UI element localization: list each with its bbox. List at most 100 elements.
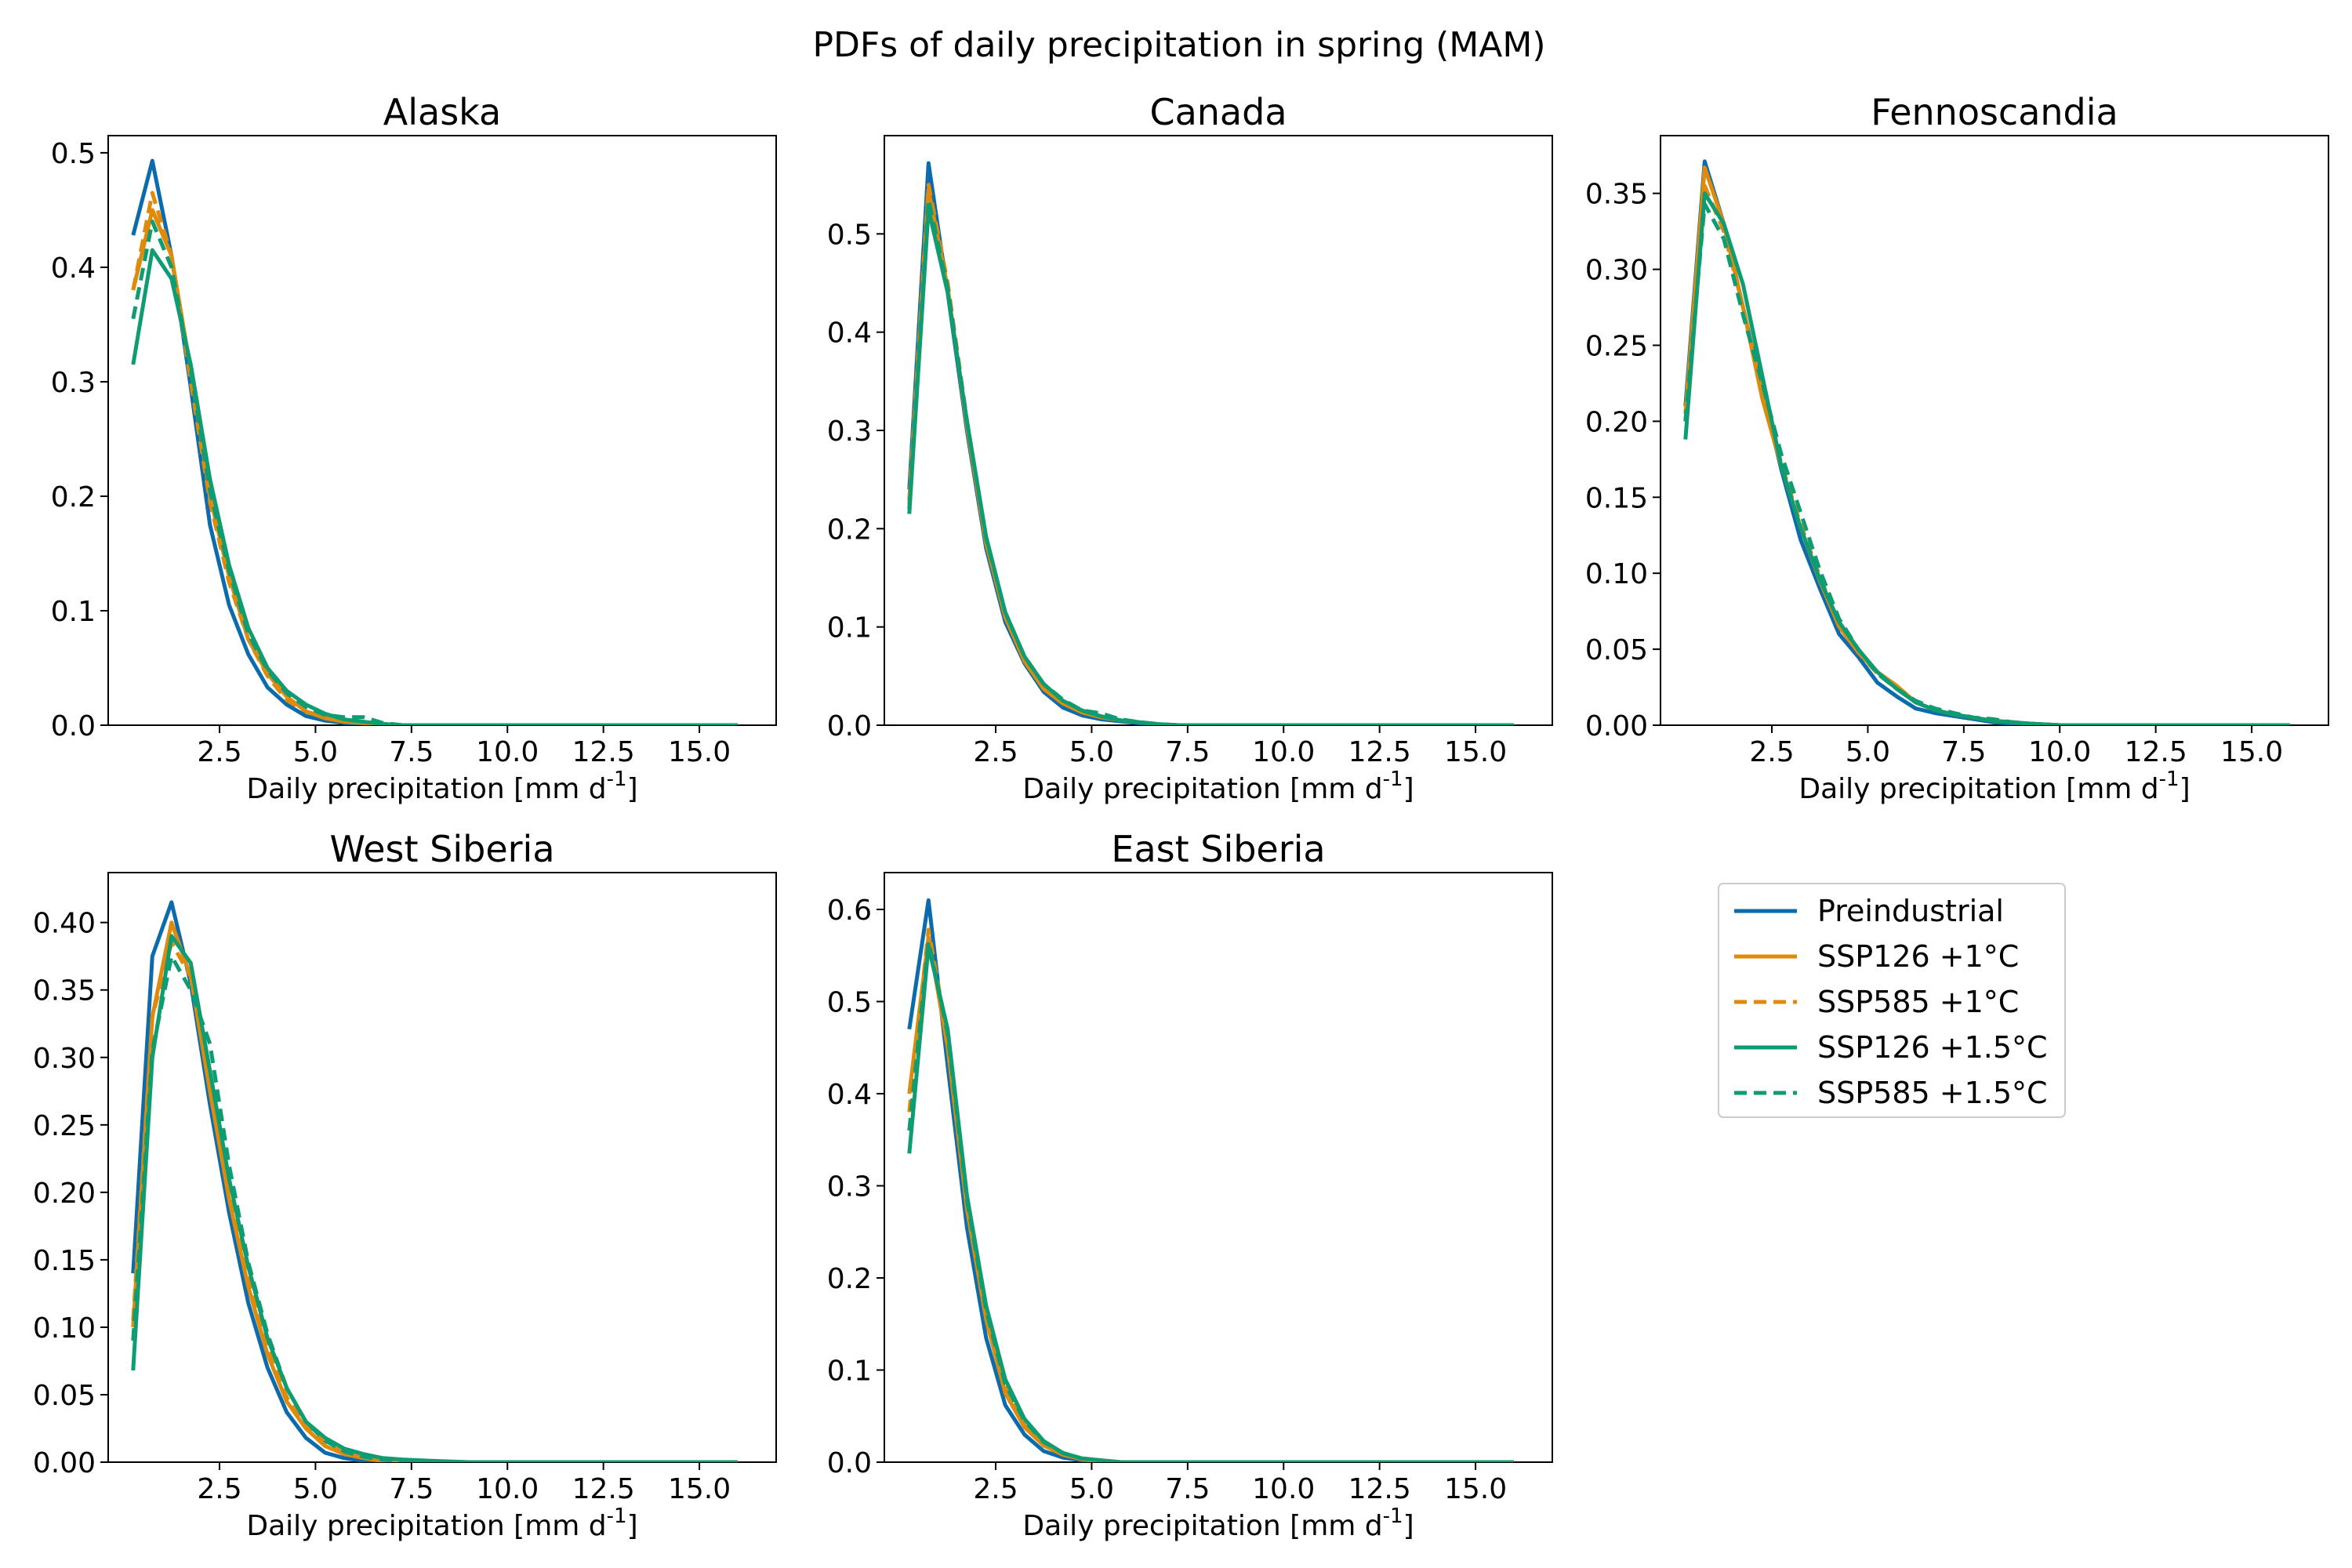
legend-item-ssp585-1-c: SSP585 +1°C [1734, 985, 2019, 1019]
y-tick-label: 0.30 [33, 1043, 96, 1075]
series-lines [1683, 159, 2290, 725]
panel-title: Fennoscandia [1871, 91, 2118, 133]
y-tick-label: 0.3 [51, 367, 96, 399]
x-tick-label: 12.5 [1348, 1473, 1411, 1505]
series-line-ssp585-1-c [1683, 183, 2290, 725]
y-tick-label: 0.1 [827, 612, 872, 644]
legend-frame [1718, 883, 2066, 1118]
x-tick-label: 5.0 [293, 1473, 338, 1505]
series-line-ssp585-1-c [131, 191, 738, 725]
y-tick-label: 0.1 [827, 1356, 872, 1388]
y-tick-label: 0.2 [51, 481, 96, 514]
y-tick-label: 0.30 [1585, 255, 1648, 287]
panel-fennoscandia: Fennoscandia 2.5 5.0 7.5 10.0 12.5 15.0 0.00 0.0… [1585, 91, 2329, 805]
legend-label: SSP126 +1.5°C [1817, 1030, 2048, 1065]
x-tick-label: 2.5 [973, 1473, 1018, 1505]
legend-item-ssp126-1-5-c: SSP126 +1.5°C [1734, 1030, 2048, 1065]
y-tick-label: 0.6 [827, 895, 872, 927]
y-tick-label: 0.00 [33, 1447, 96, 1479]
series-line-preindustrial [907, 898, 1514, 1462]
panel-title: Canada [1149, 91, 1287, 133]
plot-area [107, 135, 777, 726]
series-lines [131, 158, 738, 725]
x-tick-label: 7.5 [1941, 736, 1986, 768]
y-tick-label: 0.35 [33, 975, 96, 1007]
panel-alaska: Alaska 2.5 5.0 7.5 10.0 12.5 15.0 0.0 0.1 0.2 0.3 0… [51, 91, 777, 805]
x-tick-label: 2.5 [1749, 736, 1794, 768]
series-line-preindustrial [131, 900, 738, 1462]
y-tick-label: 0.15 [33, 1245, 96, 1277]
y-tick-label: 0.05 [33, 1380, 96, 1412]
x-tick-label: 15.0 [1444, 1473, 1507, 1505]
panel-title: Alaska [383, 91, 501, 133]
y-tick-label: 0.2 [827, 514, 872, 546]
y-tick-label: 0.00 [1585, 710, 1648, 742]
y-tick-label: 0.0 [827, 710, 872, 742]
x-tick-label: 5.0 [1846, 736, 1890, 768]
y-tick-label: 0.1 [51, 596, 96, 628]
y-tick-label: 0.25 [33, 1110, 96, 1142]
y-tick-label: 0.10 [1585, 558, 1648, 590]
legend-item-ssp585-1-5-c: SSP585 +1.5°C [1734, 1076, 2048, 1110]
x-tick-label: 12.5 [1348, 736, 1411, 768]
series-line-ssp585-1-c [131, 941, 738, 1462]
x-axis-label: Daily precipitation [mm d-1] [1022, 1504, 1414, 1542]
y-tick-label: 0.2 [827, 1263, 872, 1295]
x-tick-label: 12.5 [572, 1473, 635, 1505]
y-tick-label: 0.5 [827, 219, 872, 251]
x-tick-label: 12.5 [2125, 736, 2187, 768]
panel-canada: Canada 2.5 5.0 7.5 10.0 12.5 15.0 0.0 0.1 0.2 0.3 0… [827, 91, 1553, 805]
panel-west-siberia: West Siberia 2.5 5.0 7.5 10.0 12.5 15.0 0.00 0.0… [33, 828, 777, 1542]
legend-label: SSP126 +1°C [1817, 939, 2019, 974]
x-tick-label: 7.5 [1165, 736, 1210, 768]
x-axis-label: Daily precipitation [mm d-1] [246, 768, 637, 805]
x-tick-label: 7.5 [1165, 1473, 1210, 1505]
y-tick-label: 0.25 [1585, 330, 1648, 362]
x-tick-label: 10.0 [476, 1473, 539, 1505]
y-tick-label: 0.05 [1585, 634, 1648, 666]
plot-area [1660, 135, 2329, 726]
y-tick-label: 0.20 [1585, 406, 1648, 438]
series-lines [131, 900, 738, 1462]
y-tick-label: 0.40 [33, 908, 96, 940]
x-tick-label: 7.5 [389, 1473, 434, 1505]
x-tick-label: 5.0 [293, 736, 338, 768]
legend-item-ssp126-1-c: SSP126 +1°C [1734, 939, 2019, 974]
y-tick-label: 0.3 [827, 416, 872, 448]
x-axis-label: Daily precipitation [mm d-1] [1022, 768, 1414, 805]
x-tick-label: 7.5 [389, 736, 434, 768]
y-tick-label: 0.4 [827, 318, 872, 350]
legend-label: SSP585 +1.5°C [1817, 1076, 2048, 1110]
x-tick-label: 10.0 [2028, 736, 2091, 768]
x-tick-label: 15.0 [1444, 736, 1507, 768]
series-line-ssp585-1-5-c [1683, 201, 2290, 725]
series-line-ssp585-1-5-c [907, 198, 1514, 725]
panel-east-siberia: East Siberia 2.5 5.0 7.5 10.0 12.5 15.0 0.0 0.1 0… [827, 828, 1553, 1542]
x-tick-label: 5.0 [1069, 1473, 1114, 1505]
x-tick-label: 15.0 [2220, 736, 2283, 768]
x-axis-label: Daily precipitation [mm d-1] [1798, 768, 2190, 805]
legend-item-preindustrial: Preindustrial [1734, 894, 2004, 928]
y-tick-label: 0.0 [827, 1447, 872, 1479]
y-tick-label: 0.20 [33, 1178, 96, 1210]
y-tick-label: 0.3 [827, 1171, 872, 1203]
y-tick-label: 0.10 [33, 1312, 96, 1345]
legend: Preindustrial SSP126 +1°C SSP585 +1°C SSP12… [1718, 883, 2066, 1118]
x-tick-label: 2.5 [973, 736, 1018, 768]
y-tick-label: 0.15 [1585, 482, 1648, 514]
plot-area [884, 872, 1553, 1463]
x-tick-label: 2.5 [197, 736, 241, 768]
x-tick-label: 10.0 [1252, 1473, 1315, 1505]
x-tick-label: 15.0 [668, 736, 731, 768]
legend-label: SSP585 +1°C [1817, 985, 2019, 1019]
series-lines [907, 161, 1514, 725]
series-line-ssp585-1-5-c [131, 954, 738, 1462]
figure-title: PDFs of daily precipitation in spring (M… [813, 25, 1546, 65]
y-tick-label: 0.5 [51, 138, 96, 170]
x-tick-label: 2.5 [197, 1473, 241, 1505]
x-tick-label: 12.5 [572, 736, 635, 768]
x-tick-label: 15.0 [668, 1473, 731, 1505]
panel-title: West Siberia [329, 828, 554, 870]
